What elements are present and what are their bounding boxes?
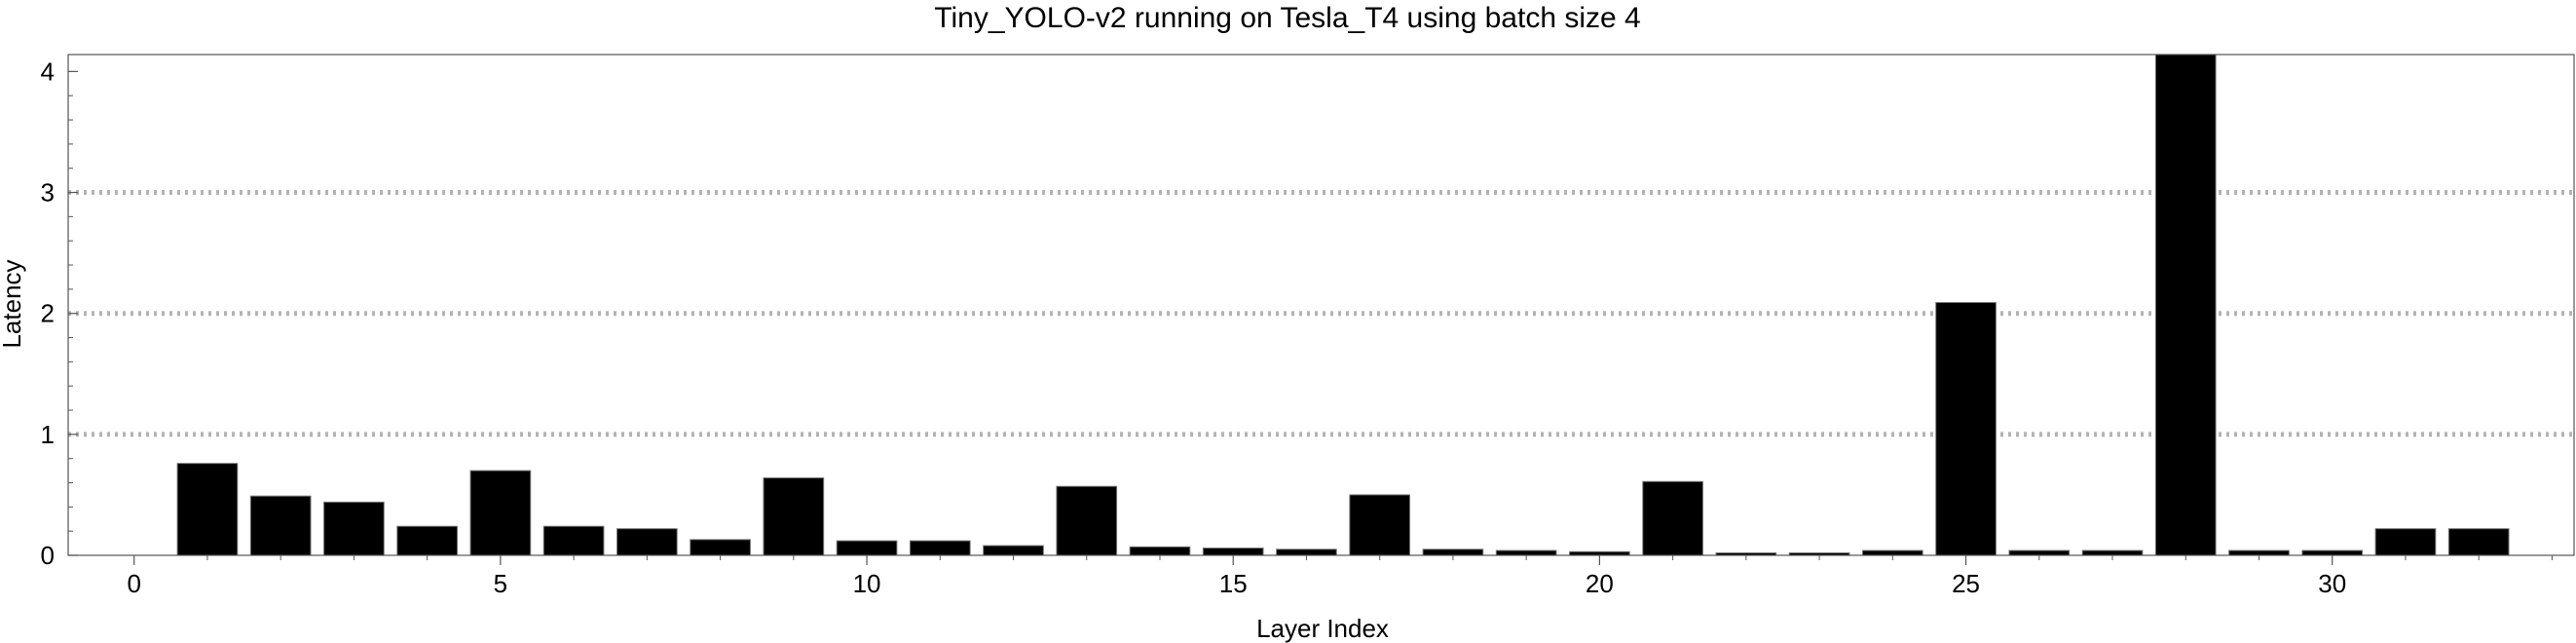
bar-layer-16 — [1276, 548, 1337, 556]
bar-layer-13 — [1056, 485, 1118, 556]
x-axis-label: Layer Index — [1256, 614, 1389, 643]
bar-layer-21 — [1642, 480, 1703, 556]
x-tick-label-10: 10 — [853, 569, 881, 598]
x-tick-label-25: 25 — [1952, 569, 1980, 598]
bar-layer-32 — [2447, 528, 2510, 556]
bars — [176, 54, 2510, 556]
bar-layer-12 — [983, 545, 1044, 556]
x-tick-label-0: 0 — [127, 569, 140, 598]
y-tick-label-3: 3 — [41, 178, 55, 208]
y-axis-label: Latency — [0, 259, 26, 348]
y-tick-label-1: 1 — [41, 420, 55, 449]
x-tick-label-20: 20 — [1586, 569, 1614, 598]
bar-layer-19 — [1495, 549, 1557, 556]
y-tick-label-0: 0 — [41, 541, 55, 570]
bar-layer-18 — [1422, 548, 1484, 556]
axes — [67, 54, 2575, 556]
bar-layer-9 — [763, 477, 825, 556]
bar-layer-2 — [249, 495, 312, 556]
bar-layer-5 — [469, 470, 532, 556]
plot-frame — [67, 54, 2575, 556]
bar-layer-17 — [1349, 494, 1411, 556]
bar-layer-4 — [396, 525, 458, 556]
x-tick-label-15: 15 — [1219, 569, 1248, 598]
bar-layer-30 — [2301, 549, 2364, 556]
bar-layer-24 — [1861, 549, 1923, 556]
y-tick-label-2: 2 — [41, 299, 55, 328]
bar-layer-6 — [542, 525, 605, 556]
bar-layer-26 — [2008, 549, 2071, 556]
y-tick-label-4: 4 — [41, 57, 55, 86]
bar-layer-7 — [616, 528, 678, 556]
bar-layer-25 — [1935, 302, 1997, 556]
bar-layer-10 — [836, 540, 898, 556]
x-tick-label-5: 5 — [494, 569, 507, 598]
ticks: 0 5 10 15 20 25 30 0 1 2 3 4 — [41, 57, 2553, 598]
bar-layer-8 — [690, 539, 751, 556]
bar-layer-31 — [2374, 528, 2437, 556]
bar-layer-15 — [1202, 548, 1264, 556]
x-tick-label-30: 30 — [2318, 569, 2346, 598]
bar-layer-3 — [323, 501, 385, 556]
bar-layer-28 — [2154, 54, 2217, 556]
bar-layer-27 — [2081, 549, 2144, 556]
bar-layer-1 — [176, 463, 239, 556]
bar-layer-14 — [1129, 546, 1191, 556]
chart-title: Tiny_YOLO-v2 running on Tesla_T4 using b… — [934, 2, 1640, 34]
bar-layer-29 — [2228, 549, 2290, 556]
bar-layer-11 — [909, 540, 971, 556]
